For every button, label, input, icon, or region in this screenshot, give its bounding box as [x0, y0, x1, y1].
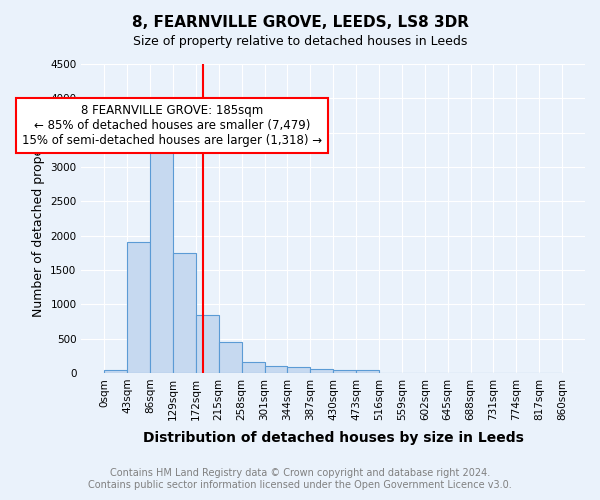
Bar: [150, 132, 173, 373]
Bar: [196, 314, 219, 373]
Bar: [173, 253, 196, 373]
Bar: [219, 342, 242, 373]
Text: 8, FEARNVILLE GROVE, LEEDS, LS8 3DR: 8, FEARNVILLE GROVE, LEEDS, LS8 3DR: [131, 15, 469, 30]
Bar: [356, 370, 379, 373]
Bar: [333, 370, 356, 373]
Bar: [104, 370, 127, 373]
Bar: [242, 362, 265, 373]
X-axis label: Distribution of detached houses by size in Leeds: Distribution of detached houses by size …: [143, 431, 524, 445]
Text: Size of property relative to detached houses in Leeds: Size of property relative to detached ho…: [133, 35, 467, 48]
Bar: [287, 368, 310, 373]
Text: Contains HM Land Registry data © Crown copyright and database right 2024.
Contai: Contains HM Land Registry data © Crown c…: [88, 468, 512, 490]
Bar: [265, 366, 287, 373]
Bar: [127, 242, 150, 373]
Y-axis label: Number of detached properties: Number of detached properties: [32, 120, 44, 317]
Bar: [310, 370, 333, 373]
Text: 8 FEARNVILLE GROVE: 185sqm
← 85% of detached houses are smaller (7,479)
15% of s: 8 FEARNVILLE GROVE: 185sqm ← 85% of deta…: [22, 104, 322, 147]
